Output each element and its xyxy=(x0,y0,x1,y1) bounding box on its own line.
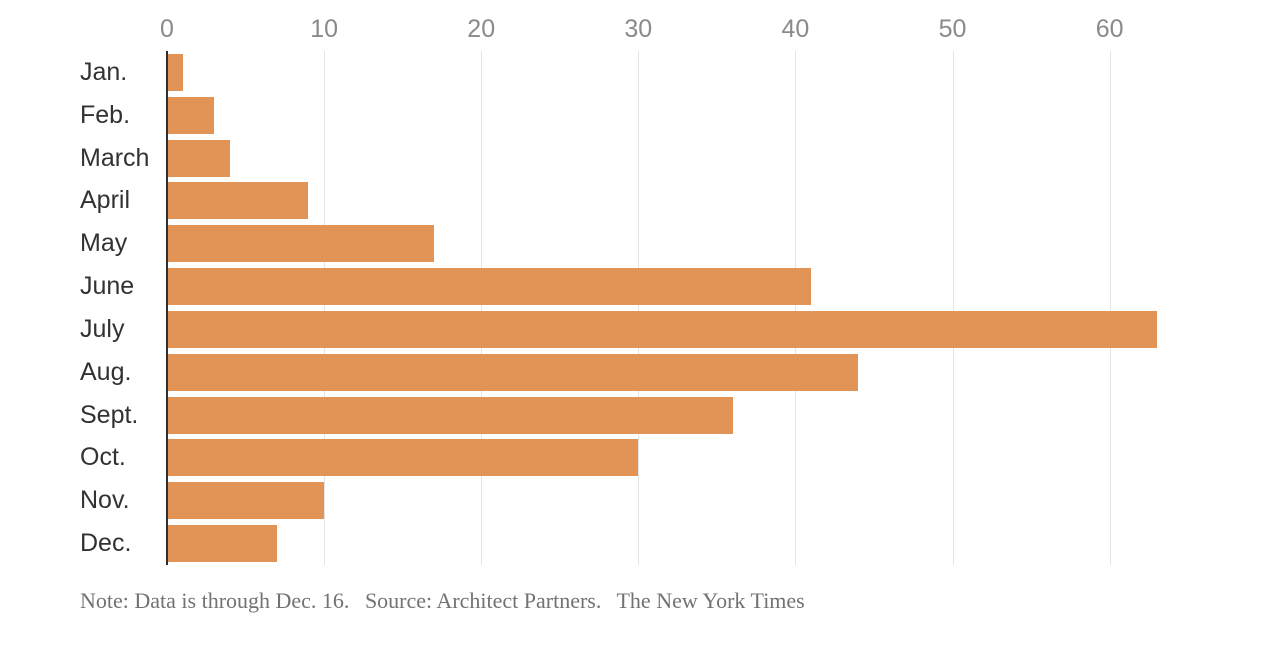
bar-oct xyxy=(167,439,639,477)
category-label-july: July xyxy=(80,314,125,343)
category-labels: Jan. Feb. March April May June July Aug. Sept. Oc… xyxy=(80,51,165,565)
bar-dec xyxy=(167,525,277,563)
bar-sept xyxy=(167,396,733,434)
bar-row-april xyxy=(167,179,1262,222)
bar-nov xyxy=(167,482,325,520)
note-text: Note: Data is through Dec. 16. xyxy=(80,588,350,613)
x-tick-label-60: 60 xyxy=(1095,15,1124,43)
x-tick-label-10: 10 xyxy=(310,15,338,43)
bar-may xyxy=(167,225,435,263)
x-tick-label-20: 20 xyxy=(467,15,496,43)
bar-june xyxy=(167,268,812,306)
category-label-oct: Oct. xyxy=(80,443,126,472)
category-row-march: March xyxy=(80,137,165,180)
bar-jan xyxy=(167,53,183,91)
bar-row-march xyxy=(167,137,1262,180)
bar-row-feb xyxy=(167,94,1262,137)
credit-text: The New York Times xyxy=(616,588,805,613)
bar-row-nov xyxy=(167,479,1262,522)
category-row-july: July xyxy=(80,308,165,351)
category-label-sept: Sept. xyxy=(80,400,139,429)
category-label-dec: Dec. xyxy=(80,529,132,558)
category-row-feb: Feb. xyxy=(80,94,165,137)
bar-row-aug xyxy=(167,351,1262,394)
gridline-50 xyxy=(952,51,954,565)
category-row-dec: Dec. xyxy=(80,522,165,565)
chart-note: Note: Data is through Dec. 16. Source: A… xyxy=(80,588,805,614)
bar-aug xyxy=(167,353,859,391)
gridline-20 xyxy=(481,51,483,565)
x-axis: 0 10 20 30 40 50 60 xyxy=(160,8,1262,43)
category-label-april: April xyxy=(80,186,131,215)
bar-april xyxy=(167,182,309,220)
bars-layer xyxy=(167,51,1262,565)
category-label-may: May xyxy=(80,229,128,258)
category-label-jan: Jan. xyxy=(80,57,128,86)
category-label-march: March xyxy=(80,143,150,172)
bar-row-may xyxy=(167,222,1262,265)
bar-feb xyxy=(167,96,215,134)
category-row-sept: Sept. xyxy=(80,394,165,437)
category-row-june: June xyxy=(80,265,165,308)
category-label-aug: Aug. xyxy=(80,357,132,386)
plot-area xyxy=(166,51,1262,565)
category-label-nov: Nov. xyxy=(80,486,130,515)
x-tick-label-50: 50 xyxy=(938,15,967,43)
axis-zero-line xyxy=(166,51,168,565)
category-row-jan: Jan. xyxy=(80,51,165,94)
bar-row-dec xyxy=(167,522,1262,565)
category-row-oct: Oct. xyxy=(80,436,165,479)
gridline-60 xyxy=(1109,51,1111,565)
bar-july xyxy=(167,310,1157,348)
x-tick-label-40: 40 xyxy=(781,15,810,43)
source-text: Source: Architect Partners. xyxy=(364,588,602,613)
x-tick-label-0: 0 xyxy=(160,15,174,43)
gridline-30 xyxy=(638,51,640,565)
bar-row-oct xyxy=(167,436,1262,479)
bar-row-july xyxy=(167,308,1262,351)
category-row-aug: Aug. xyxy=(80,351,165,394)
x-tick-label-30: 30 xyxy=(624,15,653,43)
gridline-40 xyxy=(795,51,797,565)
category-label-june: June xyxy=(80,272,135,301)
category-row-nov: Nov. xyxy=(80,479,165,522)
category-row-april: April xyxy=(80,179,165,222)
category-row-may: May xyxy=(80,222,165,265)
bar-row-sept xyxy=(167,394,1262,437)
bar-row-jan xyxy=(167,51,1262,94)
bar-row-june xyxy=(167,265,1262,308)
bar-march xyxy=(167,139,230,177)
category-label-feb: Feb. xyxy=(80,100,131,129)
gridline-10 xyxy=(324,51,326,565)
